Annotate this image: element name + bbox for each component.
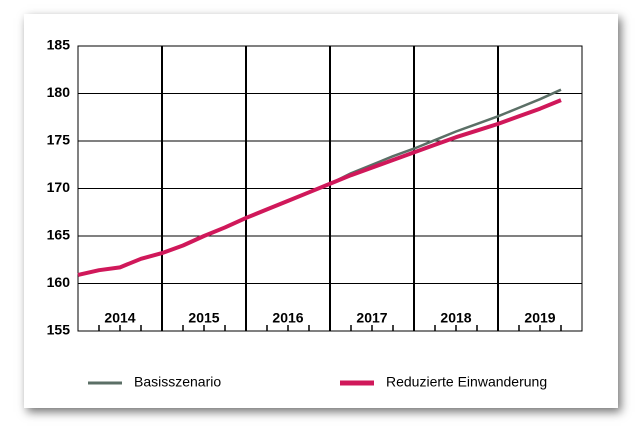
line-series [77,98,562,277]
x-tick-label: 2017 [356,310,387,326]
y-tick-label: 175 [47,132,71,148]
x-tick-label: 2018 [440,310,471,326]
x-tick-label: 2015 [188,310,219,326]
y-tick-label: 185 [47,37,71,53]
x-tick-label: 2016 [272,310,303,326]
y-tick-label: 180 [47,84,71,100]
legend-label: Reduzierte Einwanderung [386,374,547,390]
y-tick-label: 170 [47,179,71,195]
legend-label: Basisszenario [134,374,221,390]
y-tick-label: 160 [47,274,71,290]
x-tick-label: 2014 [104,310,135,326]
y-tick-label: 155 [47,322,71,338]
x-tick-label: 2019 [524,310,555,326]
y-tick-label: 165 [47,227,71,243]
